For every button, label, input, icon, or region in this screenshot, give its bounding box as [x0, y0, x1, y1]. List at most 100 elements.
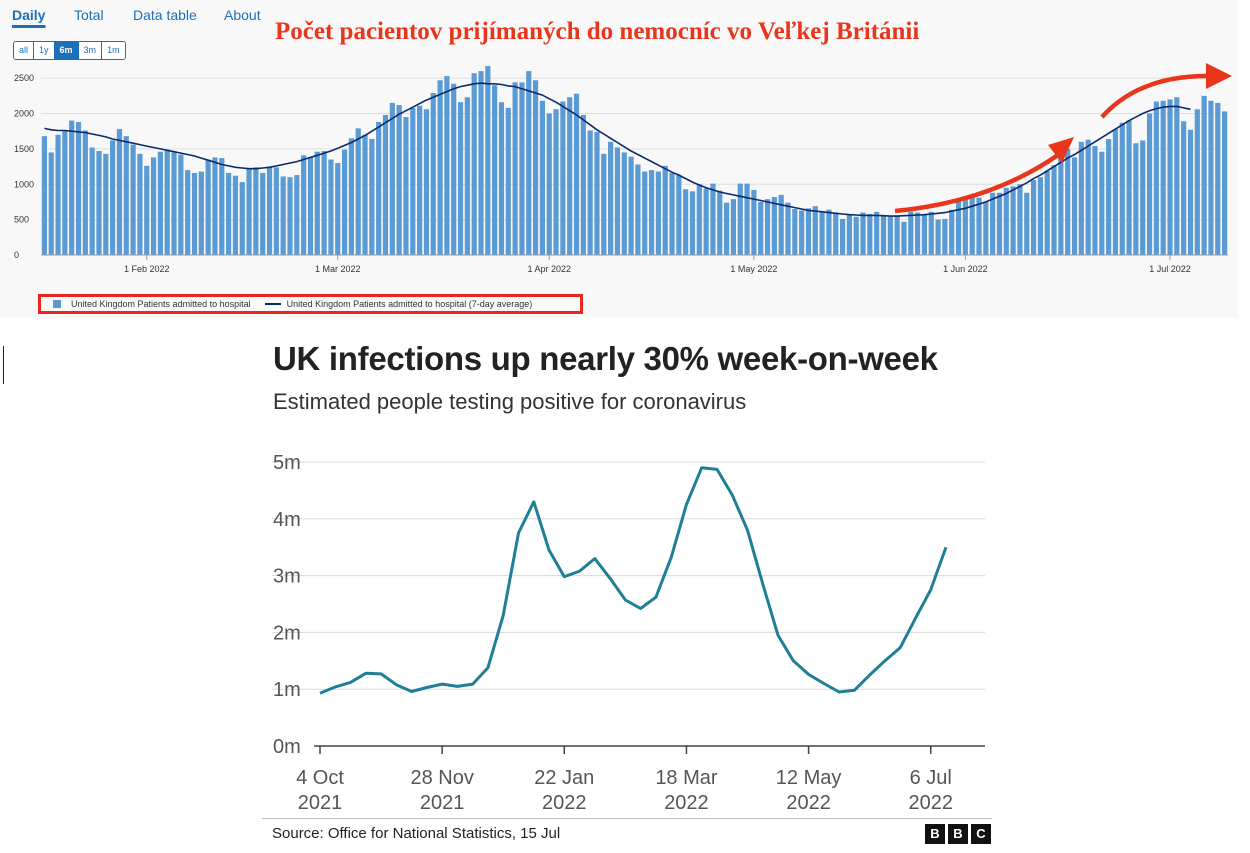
bar: [580, 114, 586, 255]
bar: [771, 196, 777, 255]
bar: [785, 202, 791, 255]
infections-chart: 0m 1m 2m 3m 4m 5m 4 Oct 2021 28 Nov 2021 22 Jan 202…: [272, 452, 985, 814]
bar: [778, 194, 784, 255]
bar: [485, 66, 491, 255]
x-tick-label: 1 Apr 2022: [527, 264, 571, 274]
bar: [69, 120, 75, 255]
bar: [430, 93, 436, 256]
bar: [1051, 165, 1057, 255]
bar: [505, 107, 511, 256]
bar: [1126, 120, 1132, 255]
hospital-chart-panel: Daily Total Data table About all 1y 6m 3…: [0, 0, 1238, 318]
bar: [321, 151, 327, 255]
tab-total[interactable]: Total: [74, 7, 104, 23]
divider: [262, 818, 992, 819]
bar: [853, 216, 859, 255]
bar: [478, 71, 484, 256]
bar: [689, 191, 696, 255]
range-1y-button[interactable]: 1y: [34, 42, 55, 59]
bar: [1181, 121, 1187, 255]
range-6m-button[interactable]: 6m: [54, 42, 79, 59]
logo-block: C: [971, 824, 991, 844]
text-cursor: [3, 346, 4, 384]
trend-arrow-head: [1048, 137, 1074, 163]
bar: [730, 199, 737, 255]
bar: [1092, 146, 1098, 255]
legend-bars-label: United Kingdom Patients admitted to hosp…: [71, 299, 251, 309]
annotation-title: Počet pacientov prijímaných do nemocníc …: [275, 18, 920, 45]
bar: [915, 212, 921, 255]
bar: [335, 163, 341, 255]
bar: [110, 140, 116, 255]
x-tick-label: 1 Jul 2022: [1149, 264, 1191, 274]
range-all-button[interactable]: all: [14, 42, 35, 59]
y-tick-label: 5m: [273, 452, 301, 474]
bar: [492, 85, 498, 255]
x-tick-label: 4 Oct: [296, 767, 344, 789]
bar: [567, 97, 573, 256]
range-3m-button[interactable]: 3m: [78, 42, 103, 59]
bar: [833, 212, 839, 255]
bar: [369, 138, 375, 255]
bar: [976, 197, 982, 255]
x-tick-label: 1 Feb 2022: [124, 264, 170, 274]
bar: [1201, 95, 1207, 255]
bar: [48, 152, 54, 255]
bar: [1187, 129, 1194, 255]
bar: [396, 105, 402, 255]
bar: [887, 216, 893, 255]
y-tick-label: 4m: [273, 509, 301, 531]
bar: [642, 171, 648, 255]
range-1m-button[interactable]: 1m: [102, 42, 125, 59]
bar: [983, 201, 989, 255]
bar: [437, 80, 443, 255]
bar: [1215, 102, 1221, 255]
bar: [846, 213, 852, 255]
bar: [1174, 97, 1180, 256]
bar: [226, 172, 232, 255]
bar: [471, 73, 477, 256]
bar: [294, 175, 300, 255]
bar: [805, 208, 812, 255]
bar: [655, 171, 661, 255]
bar: [669, 172, 675, 255]
bar: [1044, 170, 1050, 255]
bar: [867, 213, 873, 255]
bar: [1140, 140, 1146, 255]
infections-line: [319, 466, 948, 695]
y-tick-label: 0: [14, 250, 19, 260]
bar: [246, 168, 252, 255]
legend-line-swatch: [264, 303, 281, 305]
time-range-selector: all 1y 6m 3m 1m: [13, 41, 126, 60]
bar: [62, 130, 68, 255]
trend-arrow-head: [1206, 63, 1232, 89]
bar: [314, 151, 320, 255]
tab-daily[interactable]: Daily: [12, 7, 46, 23]
x-tick-label: 2021: [298, 792, 343, 814]
bbc-logo: B B C: [925, 824, 991, 844]
bar: [1146, 113, 1153, 255]
x-tick-label: 28 Nov: [410, 767, 473, 789]
bar: [410, 107, 416, 256]
bar: [1058, 154, 1064, 255]
bar: [526, 71, 532, 256]
bar: [737, 183, 743, 255]
bar: [744, 183, 750, 255]
bar: [1106, 138, 1112, 255]
bar: [1071, 157, 1078, 255]
bar: [717, 190, 723, 255]
tab-about[interactable]: About: [224, 7, 261, 23]
bar: [362, 134, 368, 255]
bar: [341, 149, 348, 255]
x-tick-label: 6 Jul: [910, 767, 952, 789]
tab-data-table[interactable]: Data table: [133, 7, 197, 23]
bar: [55, 134, 61, 255]
bar: [498, 102, 505, 255]
bar: [198, 171, 204, 255]
bar: [150, 157, 157, 255]
bar: [874, 211, 880, 255]
bar: [348, 138, 354, 255]
bar: [89, 147, 95, 255]
bar: [949, 209, 955, 255]
bar: [1221, 111, 1228, 255]
